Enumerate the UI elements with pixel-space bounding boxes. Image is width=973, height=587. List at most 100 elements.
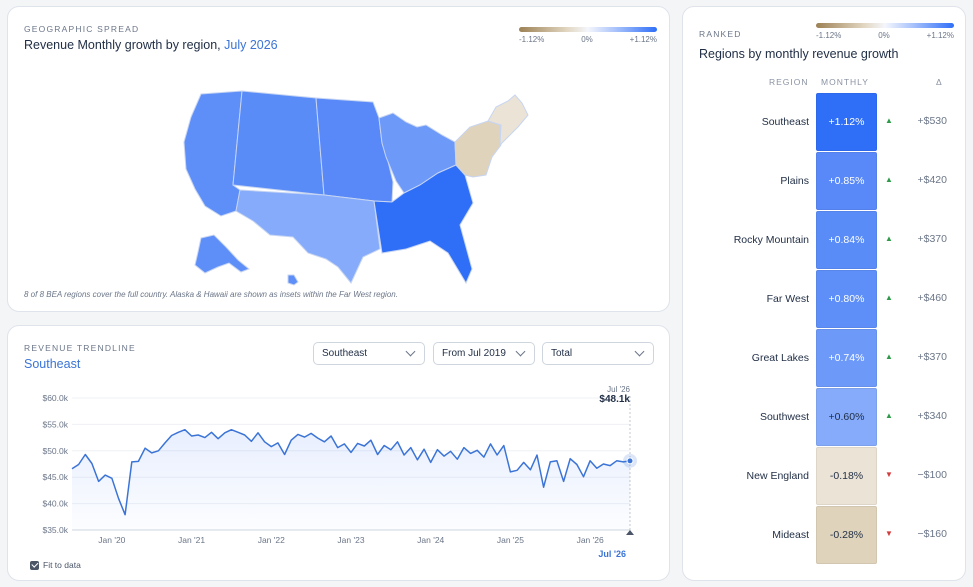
region-mideast[interactable] — [454, 120, 502, 178]
row-monthly-cell: +0.74% — [816, 329, 877, 387]
map-legend-mid: 0% — [581, 35, 593, 44]
region-plains[interactable] — [315, 97, 394, 203]
row-delta: +$530 — [917, 115, 948, 127]
row-region-name: Great Lakes — [751, 352, 809, 364]
map-title: Revenue Monthly growth by region, July 2… — [24, 38, 278, 52]
ranked-legend-gradient — [816, 23, 954, 28]
row-region-name: New England — [746, 470, 809, 482]
arrow-up-icon: ▲ — [885, 352, 893, 361]
fit-to-data-label: Fit to data — [43, 560, 81, 570]
y-tick-label: $55.0k — [42, 419, 68, 429]
ranked-row[interactable]: Great Lakes +0.74% ▲ +$370 — [683, 329, 967, 388]
current-period-label[interactable]: Jul '26 — [598, 549, 626, 559]
row-monthly-cell: +0.85% — [816, 152, 877, 210]
column-header-region[interactable]: REGION — [769, 77, 809, 87]
map-legend-gradient — [519, 27, 657, 32]
fit-to-data-checkbox[interactable]: Fit to data — [30, 560, 81, 570]
arrow-down-icon: ▼ — [885, 470, 893, 479]
trend-eyebrow: REVENUE TRENDLINE — [24, 343, 136, 353]
map-title-period[interactable]: July 2026 — [224, 38, 278, 52]
ranked-row[interactable]: Far West +0.80% ▲ +$460 — [683, 270, 967, 329]
arrow-up-icon: ▲ — [885, 175, 893, 184]
ranked-legend-mid: 0% — [878, 31, 890, 40]
map-legend-min: -1.12% — [519, 35, 545, 44]
row-monthly-cell: -0.18% — [816, 447, 877, 505]
region-rocky-mountain[interactable] — [232, 90, 325, 196]
column-header-delta[interactable]: Δ — [936, 77, 943, 87]
row-delta: −$100 — [917, 469, 948, 481]
checkbox-checked-icon — [30, 560, 39, 570]
row-monthly-cell: +1.12% — [816, 93, 877, 151]
x-tick-label: Jan '21 — [178, 535, 205, 545]
ranked-legend-min: -1.12% — [816, 31, 842, 40]
region-new-england[interactable] — [487, 94, 529, 147]
latest-point-marker — [626, 457, 634, 465]
x-tick-label: Jan '20 — [98, 535, 125, 545]
x-tick-label: Jan '26 — [577, 535, 604, 545]
row-delta: +$340 — [917, 410, 948, 422]
ranked-row[interactable]: Southwest +0.60% ▲ +$340 — [683, 388, 967, 447]
x-tick-label: Jan '22 — [258, 535, 285, 545]
ranked-row[interactable]: Plains +0.85% ▲ +$420 — [683, 152, 967, 211]
trend-title: Southeast — [24, 357, 81, 371]
ranked-row[interactable]: Rocky Mountain +0.84% ▲ +$370 — [683, 211, 967, 270]
map-legend-max: +1.12% — [629, 35, 657, 44]
arrow-up-icon: ▲ — [885, 411, 893, 420]
date-range-select[interactable]: From Jul 2019 — [433, 342, 535, 365]
y-tick-label: $50.0k — [42, 446, 68, 456]
map-footnote: 8 of 8 BEA regions cover the full countr… — [24, 290, 398, 299]
geographic-spread-card: GEOGRAPHIC SPREAD Revenue Monthly growth… — [7, 6, 670, 312]
series-area — [72, 429, 630, 530]
arrow-up-icon: ▲ — [885, 116, 893, 125]
measure-select-value: Total — [551, 348, 573, 359]
row-monthly-cell: -0.28% — [816, 506, 877, 564]
date-range-select-value: From Jul 2019 — [442, 348, 506, 359]
region-far-west-alaska[interactable] — [194, 234, 250, 274]
map-color-legend: -1.12% 0% +1.12% — [519, 27, 657, 44]
us-region-map — [183, 90, 529, 286]
revenue-trendline-card: REVENUE TRENDLINE Southeast Southeast Fr… — [7, 325, 670, 581]
region-far-west[interactable] — [183, 90, 243, 217]
row-region-name: Southeast — [761, 116, 809, 128]
y-tick-label: $60.0k — [42, 393, 68, 403]
row-delta: +$460 — [917, 292, 948, 304]
row-delta: +$420 — [917, 174, 948, 186]
row-region-name: Far West — [766, 293, 809, 305]
revenue-line-chart[interactable]: $35.0k $40.0k $45.0k $50.0k $55.0k $60.0k Jan … — [8, 326, 671, 582]
region-far-west-hawaii[interactable] — [287, 274, 299, 286]
row-delta: +$370 — [917, 233, 948, 245]
column-header-monthly[interactable]: MONTHLY — [821, 77, 869, 87]
ranked-regions-card: RANKED Regions by monthly revenue growth… — [682, 6, 966, 581]
y-tick-label: $35.0k — [42, 525, 68, 535]
chart-tooltip: Jul '26 $48.1k — [599, 385, 630, 405]
map-title-prefix: Revenue Monthly growth by region, — [24, 38, 221, 52]
ranked-row[interactable]: Southeast +1.12% ▲ +$530 — [683, 93, 967, 152]
x-tick-label: Jan '25 — [497, 535, 524, 545]
measure-select[interactable]: Total — [542, 342, 654, 365]
row-monthly-cell: +0.84% — [816, 211, 877, 269]
row-region-name: Plains — [780, 175, 809, 187]
x-tick-label: Jan '24 — [417, 535, 444, 545]
region-select[interactable]: Southeast — [313, 342, 425, 365]
tooltip-date: Jul '26 — [607, 385, 630, 394]
region-southwest[interactable] — [235, 189, 381, 284]
ranked-title: Regions by monthly revenue growth — [699, 47, 899, 61]
arrow-down-icon: ▼ — [885, 529, 893, 538]
ranked-row[interactable]: New England -0.18% ▼ −$100 — [683, 447, 967, 506]
arrow-up-icon: ▲ — [885, 234, 893, 243]
row-delta: +$370 — [917, 351, 948, 363]
ranked-row[interactable]: Mideast -0.28% ▼ −$160 — [683, 506, 967, 565]
y-tick-label: $45.0k — [42, 472, 68, 482]
region-southeast[interactable] — [373, 164, 474, 285]
row-region-name: Southwest — [759, 411, 809, 423]
current-period-caret-icon — [626, 530, 634, 535]
x-tick-label: Jan '23 — [337, 535, 364, 545]
region-select-value: Southeast — [322, 348, 368, 359]
ranked-legend-max: +1.12% — [926, 31, 954, 40]
tooltip-value: $48.1k — [599, 394, 630, 405]
row-monthly-cell: +0.60% — [816, 388, 877, 446]
row-region-name: Rocky Mountain — [733, 234, 809, 246]
row-monthly-cell: +0.80% — [816, 270, 877, 328]
y-tick-label: $40.0k — [42, 499, 68, 509]
series-line — [71, 428, 631, 516]
